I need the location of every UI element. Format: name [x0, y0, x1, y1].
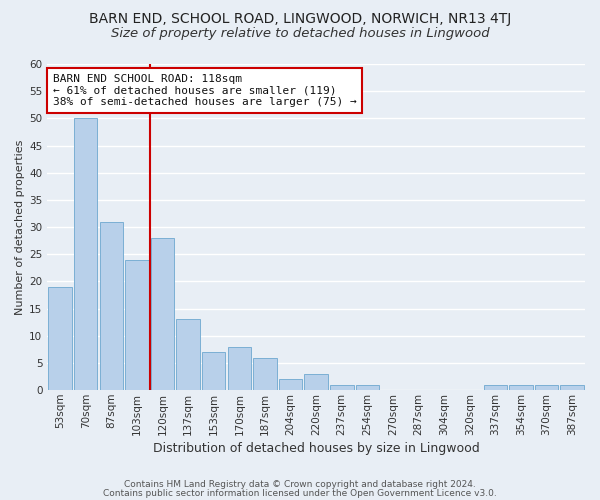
Bar — [49, 287, 72, 390]
Bar — [100, 222, 123, 390]
Bar — [176, 320, 200, 390]
Bar — [253, 358, 277, 390]
Text: BARN END SCHOOL ROAD: 118sqm
← 61% of detached houses are smaller (119)
38% of s: BARN END SCHOOL ROAD: 118sqm ← 61% of de… — [53, 74, 356, 107]
Text: Contains HM Land Registry data © Crown copyright and database right 2024.: Contains HM Land Registry data © Crown c… — [124, 480, 476, 489]
Text: Size of property relative to detached houses in Lingwood: Size of property relative to detached ho… — [110, 28, 490, 40]
Bar — [356, 384, 379, 390]
Bar — [484, 384, 507, 390]
Bar — [535, 384, 559, 390]
Text: BARN END, SCHOOL ROAD, LINGWOOD, NORWICH, NR13 4TJ: BARN END, SCHOOL ROAD, LINGWOOD, NORWICH… — [89, 12, 511, 26]
Bar — [304, 374, 328, 390]
Bar — [125, 260, 149, 390]
X-axis label: Distribution of detached houses by size in Lingwood: Distribution of detached houses by size … — [153, 442, 479, 455]
Bar — [560, 384, 584, 390]
Y-axis label: Number of detached properties: Number of detached properties — [15, 140, 25, 315]
Bar — [279, 380, 302, 390]
Bar — [227, 346, 251, 390]
Bar — [74, 118, 97, 390]
Text: Contains public sector information licensed under the Open Government Licence v3: Contains public sector information licen… — [103, 488, 497, 498]
Bar — [151, 238, 174, 390]
Bar — [202, 352, 226, 390]
Bar — [330, 384, 353, 390]
Bar — [509, 384, 533, 390]
